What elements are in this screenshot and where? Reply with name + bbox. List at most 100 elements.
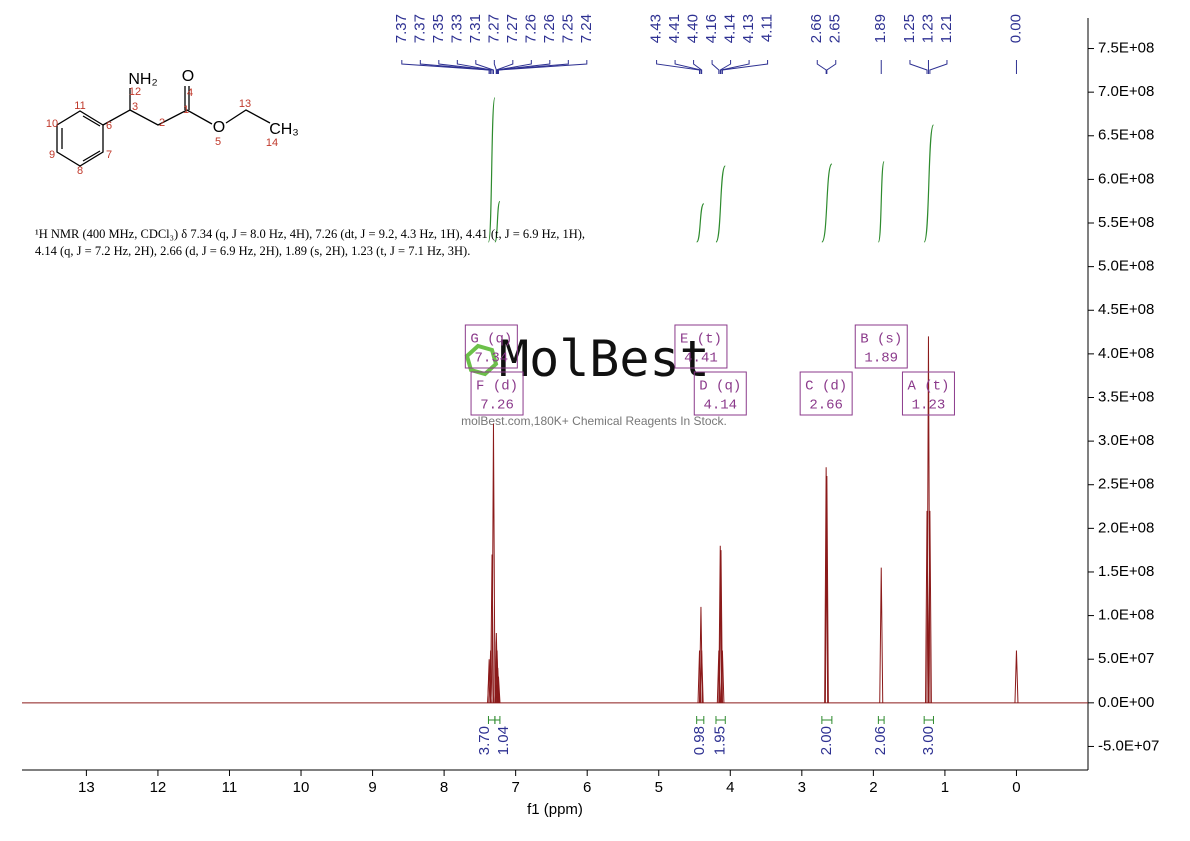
peak-connector bbox=[456, 60, 493, 74]
x-tick-label: 2 bbox=[869, 779, 877, 796]
y-tick-label: 6.0E+08 bbox=[1098, 170, 1154, 187]
multiplet-shift: 7.34 bbox=[475, 351, 509, 367]
peak bbox=[491, 423, 496, 703]
y-tick-label: 7.0E+08 bbox=[1098, 83, 1154, 100]
molecule bbox=[56, 86, 271, 167]
y-tick-label: 5.0E+08 bbox=[1098, 258, 1154, 275]
x-axis-label: f1 (ppm) bbox=[527, 801, 583, 818]
y-tick-label: 4.0E+08 bbox=[1098, 345, 1154, 362]
multiplet-label: F (d) bbox=[476, 379, 518, 395]
x-tick-label: 1 bbox=[941, 779, 949, 796]
peak-label: 4.11 bbox=[759, 14, 776, 42]
y-tick-label: -5.0E+07 bbox=[1098, 737, 1159, 754]
integral-label: 1.95 bbox=[712, 726, 729, 755]
y-tick-label: 5.5E+08 bbox=[1098, 214, 1154, 231]
peak-connector bbox=[475, 60, 494, 74]
nmr-description: ¹H NMR (400 MHz, CDCl₃) δ 7.34 (q, J = 8… bbox=[35, 227, 586, 258]
watermark-tagline: molBest.com,180K+ Chemical Reagents In S… bbox=[461, 414, 727, 428]
peak-connector bbox=[497, 60, 588, 74]
x-tick-label: 9 bbox=[368, 779, 376, 796]
integral-bracket bbox=[487, 716, 496, 724]
atom-label: O bbox=[182, 68, 194, 85]
integral-curve bbox=[494, 200, 501, 243]
peak bbox=[824, 476, 829, 703]
y-tick-label: 7.5E+08 bbox=[1098, 40, 1154, 57]
peak-label: 7.33 bbox=[448, 14, 465, 43]
peak-label: 4.14 bbox=[722, 14, 739, 43]
integral-label: 3.70 bbox=[476, 726, 493, 755]
peak-label: 1.89 bbox=[872, 14, 889, 43]
peak-label: 7.31 bbox=[467, 14, 484, 43]
peak-label: 1.21 bbox=[938, 14, 955, 43]
atom-label: CH₃ bbox=[269, 121, 299, 138]
y-tick-label: 3.0E+08 bbox=[1098, 432, 1154, 449]
integral-bracket bbox=[923, 716, 934, 724]
peak bbox=[879, 567, 884, 703]
integral-curve bbox=[696, 203, 705, 243]
atom-number: 6 bbox=[106, 120, 112, 132]
multiplet-shift: 4.41 bbox=[684, 351, 718, 367]
peak bbox=[718, 545, 723, 703]
x-tick-label: 8 bbox=[440, 779, 448, 796]
peak-connector bbox=[720, 60, 750, 74]
x-tick-label: 0 bbox=[1012, 779, 1020, 796]
ring-bonds bbox=[56, 110, 104, 167]
integral-label: 2.00 bbox=[818, 726, 835, 755]
atom-number: 11 bbox=[74, 100, 85, 112]
y-tick-label: 6.5E+08 bbox=[1098, 127, 1154, 144]
peak-connector bbox=[495, 60, 514, 74]
ring-double-bond bbox=[82, 115, 101, 127]
peak-label: 7.25 bbox=[559, 14, 576, 43]
multiplet-shift: 1.23 bbox=[912, 398, 946, 414]
x-tick-label: 6 bbox=[583, 779, 591, 796]
peak-label: 4.41 bbox=[666, 14, 683, 43]
y-tick-label: 5.0E+07 bbox=[1098, 650, 1154, 667]
atom-number: 3 bbox=[132, 101, 138, 113]
peak-label: 7.37 bbox=[393, 14, 410, 43]
x-tick-label: 10 bbox=[293, 779, 310, 796]
watermark-brand: MolBest bbox=[499, 330, 710, 388]
multiplet-box bbox=[464, 324, 518, 369]
peak-connector bbox=[497, 60, 569, 74]
peak-label: 0.00 bbox=[1007, 14, 1024, 43]
multiplet-box bbox=[470, 371, 524, 416]
peak bbox=[1014, 650, 1019, 703]
peak bbox=[824, 467, 829, 703]
multiplet-label: B (s) bbox=[860, 332, 902, 348]
x-tick-label: 13 bbox=[78, 779, 95, 796]
multiplet-box bbox=[901, 371, 955, 416]
integral-curve bbox=[715, 165, 726, 243]
atom-number: 14 bbox=[266, 137, 278, 149]
y-tick-label: 3.5E+08 bbox=[1098, 388, 1154, 405]
peak-connector bbox=[719, 60, 732, 74]
multiplet-box bbox=[799, 371, 853, 416]
multiplet-label: A (t) bbox=[907, 379, 949, 395]
peak-label: 7.24 bbox=[578, 14, 595, 43]
atom-number: 13 bbox=[239, 98, 251, 110]
y-tick-label: 2.0E+08 bbox=[1098, 519, 1154, 536]
peak bbox=[496, 676, 501, 703]
atom-number: 2 bbox=[159, 117, 165, 129]
atom-number: 5 bbox=[215, 136, 221, 148]
y-tick-label: 0.0E+00 bbox=[1098, 694, 1154, 711]
integral-curve bbox=[877, 161, 885, 243]
atom-number: 9 bbox=[49, 149, 55, 161]
atom-number: 4 bbox=[187, 87, 193, 99]
peak-label: 7.27 bbox=[485, 14, 502, 43]
atom-number: 12 bbox=[129, 86, 141, 98]
atom-number: 7 bbox=[106, 149, 112, 161]
peak-label: 4.16 bbox=[703, 14, 720, 43]
atom-number: 8 bbox=[77, 165, 83, 177]
peak-connector bbox=[674, 60, 702, 74]
multiplet-box bbox=[854, 324, 908, 369]
atom-label: O bbox=[213, 119, 225, 136]
peak-label: 4.13 bbox=[740, 14, 757, 43]
peak-connector bbox=[711, 60, 720, 74]
multiplet-shift: 2.66 bbox=[809, 398, 843, 414]
integral-curve bbox=[487, 97, 496, 243]
multiplet-box bbox=[693, 371, 747, 416]
peak-connector bbox=[656, 60, 701, 74]
y-tick-label: 1.0E+08 bbox=[1098, 607, 1154, 624]
